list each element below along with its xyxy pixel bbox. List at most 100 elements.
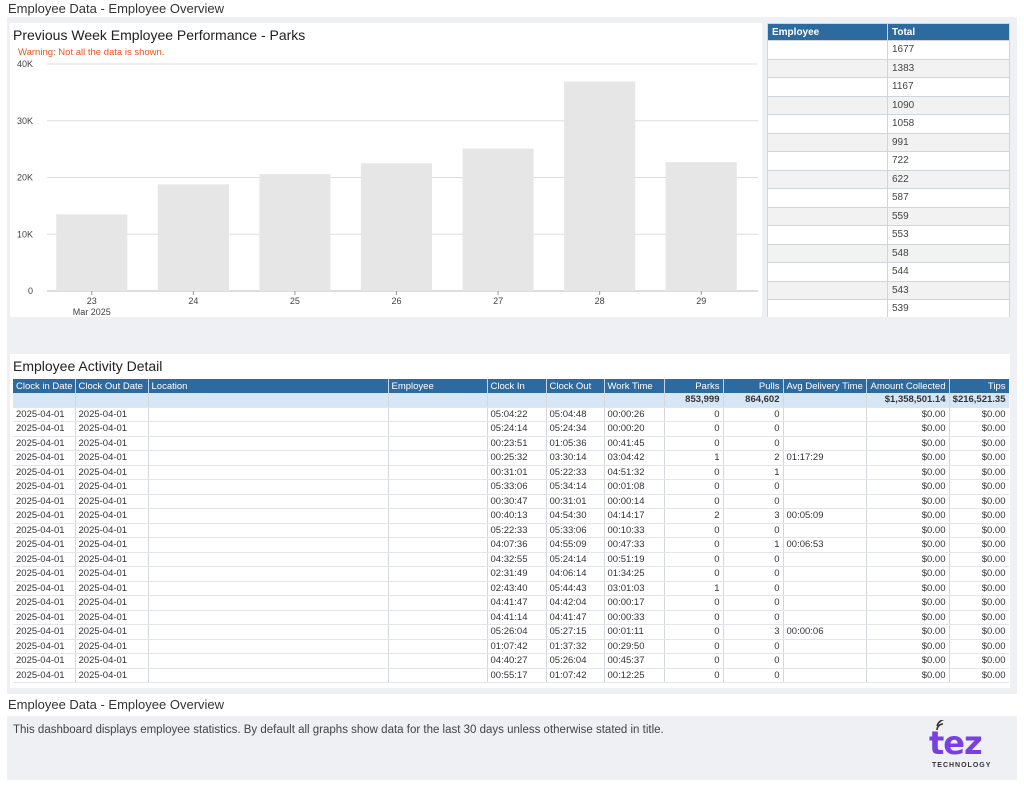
table-cell: $0.00: [949, 450, 1009, 466]
table-cell: 2025-04-01: [13, 653, 76, 669]
table-cell: 00:51:19: [604, 552, 665, 567]
employee-row[interactable]: 548: [767, 243, 1010, 263]
table-row[interactable]: 2025-04-01 2025-04-01 02:31:49 04:06:14 01:3…: [13, 566, 1009, 582]
column-header-total[interactable]: Total: [887, 23, 1010, 41]
activity-table-scroll[interactable]: Clock in Date Clock Out Date Location Emplo…: [13, 379, 1009, 688]
table-cell: 1: [664, 450, 724, 466]
table-cell: 01:05:36: [546, 436, 605, 451]
employee-row[interactable]: 1058: [767, 114, 1010, 134]
table-cell: $0.00: [866, 436, 950, 451]
column-header-employee[interactable]: Employee: [767, 23, 888, 41]
table-row[interactable]: 2025-04-01 2025-04-01 01:07:42 01:37:32 00:2…: [13, 639, 1009, 654]
employee-name-cell: [767, 95, 888, 115]
x-tick-label: 23: [87, 296, 97, 306]
table-row[interactable]: 2025-04-01 2025-04-01 04:07:36 04:55:09 00:4…: [13, 537, 1009, 553]
table-row[interactable]: 2025-04-01 2025-04-01 00:40:13 04:54:30 04:1…: [13, 508, 1009, 524]
employee-row[interactable]: 539: [767, 299, 1010, 317]
table-cell: 00:23:51: [487, 436, 547, 451]
employee-row[interactable]: 1090: [767, 95, 1010, 115]
column-header-clock-in-date[interactable]: Clock in Date: [13, 379, 76, 393]
table-cell: 2025-04-01: [75, 566, 149, 582]
employee-total-cell: 1383: [887, 58, 1010, 78]
table-cell: 02:31:49: [487, 566, 547, 582]
table-cell: 01:07:42: [546, 668, 605, 683]
table-cell: 04:51:32: [604, 465, 665, 480]
column-header-work-time[interactable]: Work Time: [604, 379, 665, 393]
table-cell: 03:01:03: [604, 581, 665, 596]
table-cell: [148, 668, 389, 683]
table-row[interactable]: 2025-04-01 2025-04-01 05:22:33 05:33:06 00:1…: [13, 523, 1009, 538]
employee-row[interactable]: 722: [767, 151, 1010, 171]
table-cell: $0.00: [866, 494, 950, 509]
table-cell: $0.00: [949, 624, 1009, 640]
table-cell: 0: [664, 668, 724, 683]
employee-name-cell: [767, 280, 888, 300]
employee-row[interactable]: 543: [767, 280, 1010, 300]
table-row[interactable]: 2025-04-01 2025-04-01 04:41:47 04:42:04 00:0…: [13, 595, 1009, 611]
bar-24[interactable]: [157, 184, 229, 291]
table-cell: 05:24:34: [546, 421, 605, 437]
column-header-amount-collected[interactable]: Amount Collected: [866, 379, 950, 393]
bar-28[interactable]: [564, 81, 636, 291]
table-row[interactable]: 2025-04-01 2025-04-01 05:24:14 05:24:34 00:0…: [13, 421, 1009, 437]
employee-total-cell: 622: [887, 169, 1010, 189]
column-header-clock-out[interactable]: Clock Out: [546, 379, 605, 393]
table-cell: 04:06:14: [546, 566, 605, 582]
table-row[interactable]: 2025-04-01 2025-04-01 04:32:55 05:24:14 00:5…: [13, 552, 1009, 567]
employee-totals-panel[interactable]: Employee Total 1677 1383 1167 1090 1058 991 72…: [767, 23, 1010, 317]
table-cell: [388, 566, 488, 582]
table-cell: 05:04:48: [546, 407, 605, 422]
employee-row[interactable]: 587: [767, 188, 1010, 208]
column-header-pulls[interactable]: Pulls: [723, 379, 784, 393]
bar-23[interactable]: [56, 214, 128, 291]
table-row[interactable]: 2025-04-01 2025-04-01 05:26:04 05:27:15 00:0…: [13, 624, 1009, 640]
table-cell: 2025-04-01: [13, 624, 76, 640]
table-cell: 00:12:25: [604, 668, 665, 683]
table-cell: 04:14:17: [604, 508, 665, 524]
employee-total-cell: 548: [887, 243, 1010, 263]
table-cell: 0: [664, 479, 724, 495]
bar-27[interactable]: [462, 148, 534, 291]
bar-26[interactable]: [360, 163, 433, 291]
employee-row[interactable]: 1383: [767, 58, 1010, 78]
employee-total-cell: 553: [887, 225, 1010, 245]
column-header-employee[interactable]: Employee: [388, 379, 488, 393]
column-header-clock-in[interactable]: Clock In: [487, 379, 547, 393]
table-cell: $0.00: [949, 407, 1009, 422]
column-header-clock-out-date[interactable]: Clock Out Date: [75, 379, 149, 393]
employee-row[interactable]: 544: [767, 262, 1010, 282]
employee-row[interactable]: 622: [767, 169, 1010, 189]
column-header-location[interactable]: Location: [148, 379, 389, 393]
bar-25[interactable]: [259, 174, 331, 291]
column-header-parks[interactable]: Parks: [664, 379, 724, 393]
table-row[interactable]: 2025-04-01 2025-04-01 00:31:01 05:22:33 04:5…: [13, 465, 1009, 480]
table-cell: 0: [723, 421, 784, 437]
table-row[interactable]: 2025-04-01 2025-04-01 00:23:51 01:05:36 00:4…: [13, 436, 1009, 451]
column-header-avg-delivery-time[interactable]: Avg Delivery Time: [783, 379, 867, 393]
employee-name-cell: [767, 114, 888, 134]
table-row[interactable]: 2025-04-01 2025-04-01 05:33:06 05:34:14 00:0…: [13, 479, 1009, 495]
employee-row[interactable]: 1677: [767, 40, 1010, 60]
table-row[interactable]: 2025-04-01 2025-04-01 00:25:32 03:30:14 03:0…: [13, 450, 1009, 466]
table-cell: 2025-04-01: [13, 552, 76, 567]
employee-row[interactable]: 559: [767, 206, 1010, 226]
table-row[interactable]: 2025-04-01 2025-04-01 04:40:27 05:26:04 00:4…: [13, 653, 1009, 669]
table-cell: 02:43:40: [487, 581, 547, 596]
employee-row[interactable]: 553: [767, 225, 1010, 245]
table-cell: 2025-04-01: [75, 465, 149, 480]
bar-29[interactable]: [665, 162, 737, 291]
totals-cell: $216,521.35: [949, 393, 1009, 408]
table-cell: 0: [664, 566, 724, 582]
column-header-tips[interactable]: Tips: [949, 379, 1009, 393]
employee-name-cell: [767, 188, 888, 208]
table-row[interactable]: 2025-04-01 2025-04-01 05:04:22 05:04:48 00:0…: [13, 407, 1009, 422]
table-cell: $0.00: [866, 610, 950, 625]
table-row[interactable]: 2025-04-01 2025-04-01 02:43:40 05:44:43 03:0…: [13, 581, 1009, 596]
table-row[interactable]: 2025-04-01 2025-04-01 00:30:47 00:31:01 00:0…: [13, 494, 1009, 509]
table-row[interactable]: 2025-04-01 2025-04-01 04:41:14 04:41:47 00:0…: [13, 610, 1009, 625]
employee-row[interactable]: 991: [767, 132, 1010, 152]
table-row[interactable]: 2025-04-01 2025-04-01 00:55:17 01:07:42 00:1…: [13, 668, 1009, 683]
dashboard-description: This dashboard displays employee statist…: [13, 724, 664, 736]
employee-row[interactable]: 1167: [767, 77, 1010, 97]
table-cell: 0: [664, 624, 724, 640]
